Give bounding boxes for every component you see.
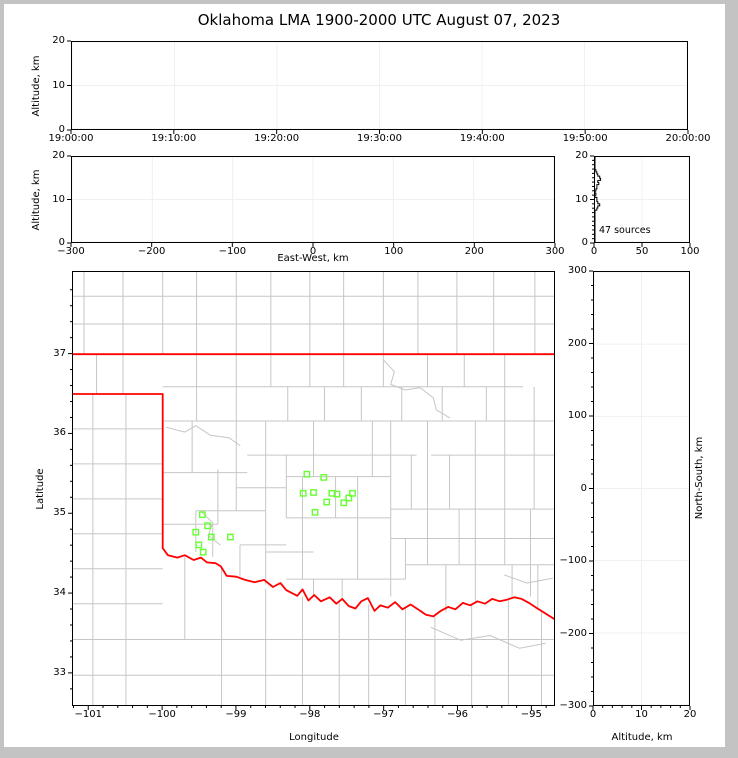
y-tick-label: 0: [580, 482, 587, 494]
x-tick-label: −98: [299, 709, 321, 720]
lma-source-marker: [345, 494, 353, 502]
x-tick-label: −100: [218, 246, 247, 257]
eastwest-height-gridlines: [72, 157, 554, 242]
y-tick-label: 37: [53, 347, 66, 359]
lma-source-marker: [311, 508, 319, 516]
x-tick-label: 100: [384, 246, 404, 257]
y-tick-label: 33: [53, 666, 66, 678]
panel-altitude-histogram: [594, 156, 690, 243]
x-tick-label: −96: [446, 709, 469, 720]
x-tick-label: 20:00:00: [665, 133, 711, 144]
lma-source-marker: [198, 511, 206, 519]
p2-xlabel: East-West, km: [277, 253, 349, 264]
figure-title: Oklahoma LMA 1900-2000 UTC August 07, 20…: [197, 11, 561, 29]
panel-eastwest-height: [71, 156, 555, 243]
y-tick-label: 20: [52, 150, 65, 161]
y-tick-label: 0: [58, 124, 65, 135]
x-tick-label: 200: [464, 246, 484, 257]
lma-source-marker: [199, 548, 207, 556]
map-xlabel: Longitude: [289, 732, 339, 743]
x-tick-label: 20: [683, 709, 697, 720]
time-height-gridlines: [72, 42, 687, 129]
x-tick-label: 0: [309, 246, 317, 257]
x-tick-label: 19:00:00: [48, 133, 94, 144]
x-tick-label: −200: [137, 246, 166, 257]
y-tick-label: 35: [53, 507, 66, 519]
oklahoma-map: [73, 272, 554, 705]
lma-source-marker: [310, 489, 317, 496]
x-tick-label: −99: [225, 709, 247, 720]
y-tick-label: 200: [567, 337, 587, 349]
panel-northsouth-height: [593, 271, 690, 706]
x-tick-label: 19:20:00: [254, 133, 300, 144]
lma-source-marker: [340, 499, 348, 507]
lma-source-marker: [299, 489, 307, 497]
state-border-panhandle: [73, 393, 164, 550]
y-tick-label: 300: [567, 265, 587, 276]
altitude-histogram-plot: [595, 157, 689, 242]
y-tick-label: 100: [567, 410, 587, 421]
lma-source-marker: [320, 473, 328, 481]
lma-source-marker: [207, 533, 215, 541]
x-tick-label: −95: [520, 709, 542, 720]
x-tick-label: 19:40:00: [459, 133, 505, 144]
y-tick-label: −300: [559, 700, 587, 711]
river-line: [430, 627, 546, 649]
lma-source-marker: [204, 522, 211, 530]
river-line: [504, 574, 553, 584]
lma-source-marker: [349, 489, 356, 497]
x-tick-label: 50: [635, 246, 649, 257]
y-tick-label: 36: [53, 427, 66, 439]
altitude-histogram-step: [595, 157, 602, 242]
river-line: [382, 359, 451, 419]
y-tick-label: 0: [581, 237, 588, 248]
y-tick-label: 0: [58, 237, 65, 248]
y-tick-label: 20: [575, 150, 588, 161]
lma-source-marker: [323, 498, 331, 506]
x-tick-label: −100: [148, 709, 176, 720]
y-tick-label: 10: [575, 193, 588, 205]
x-tick-label: 0: [590, 246, 598, 257]
x-tick-label: 19:50:00: [562, 133, 608, 144]
x-tick-label: −97: [373, 709, 395, 720]
y-tick-label: 10: [52, 79, 65, 91]
y-tick-label: 34: [53, 587, 66, 599]
panel-plan-view-map: [72, 271, 555, 706]
lma-source-marker: [192, 528, 200, 536]
lma-source-marker: [303, 470, 311, 478]
x-tick-label: 100: [680, 246, 700, 257]
p5-ylabel: North-South, km: [694, 436, 705, 520]
river-line: [165, 425, 241, 447]
lma-source-marker: [333, 490, 341, 498]
x-tick-label: 19:30:00: [357, 133, 402, 144]
p5-xlabel: Altitude, km: [611, 732, 673, 743]
sources-count-annotation: 47 sources: [599, 225, 651, 236]
x-tick-label: −101: [74, 709, 102, 720]
lma-source-marker: [226, 533, 234, 541]
y-tick-label: −100: [559, 555, 587, 566]
x-tick-label: 300: [545, 246, 565, 257]
panel-time-height: [71, 41, 688, 130]
state-border-red-river: [161, 547, 554, 620]
y-tick-label: 10: [52, 193, 65, 205]
map-ylabel: Latitude: [35, 468, 46, 510]
y-tick-label: −200: [559, 627, 587, 639]
x-tick-label: −300: [57, 246, 85, 257]
x-tick-label: 19:10:00: [151, 133, 197, 144]
x-tick-label: 10: [635, 709, 648, 720]
x-tick-label: 0: [589, 709, 597, 720]
y-tick-label: 20: [52, 35, 65, 46]
lma-source-marker: [195, 541, 203, 549]
northsouth-height-gridlines: [594, 272, 689, 705]
